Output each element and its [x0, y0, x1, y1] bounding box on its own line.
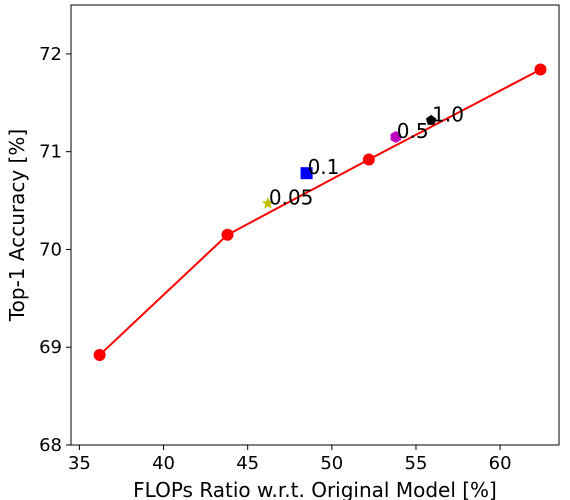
y-axis-label: Top-1 Accuracy [%] [5, 129, 29, 322]
x-tick-label: 40 [152, 453, 175, 474]
point-label: 1.0 [432, 102, 464, 126]
x-tick-label: 45 [236, 453, 259, 474]
y-tick-label: 69 [39, 337, 62, 358]
x-axis: 35 40 45 50 55 60 [68, 445, 512, 474]
series-layer [93, 63, 547, 362]
series-point [534, 63, 547, 76]
series-point [221, 228, 234, 241]
x-axis-label: FLOPs Ratio w.r.t. Original Model [%] [133, 478, 497, 500]
point-label: 0.5 [397, 119, 429, 143]
series-line [98, 68, 541, 356]
x-tick-label: 55 [405, 453, 428, 474]
y-tick-label: 70 [39, 239, 62, 260]
point-marker-pentagon [425, 114, 437, 125]
y-tick-label: 72 [39, 44, 62, 65]
series-point [93, 349, 106, 362]
point-label: 0.05 [269, 185, 314, 209]
x-tick-label: 60 [489, 453, 512, 474]
point-marker-hexagon [390, 131, 401, 143]
y-axis: 68 69 70 71 72 [39, 44, 71, 456]
point-marker-star [261, 196, 275, 209]
plot-area [70, 4, 560, 446]
x-tick-label: 50 [320, 453, 343, 474]
y-tick-label: 71 [39, 142, 62, 163]
series-point [362, 153, 375, 166]
y-tick-label: 68 [39, 435, 62, 456]
x-tick-label: 35 [68, 453, 91, 474]
point-marker-square [300, 167, 313, 180]
points-layer: 0.05 0.1 0.51.0 [261, 102, 464, 209]
point-label: 0.1 [308, 155, 340, 179]
